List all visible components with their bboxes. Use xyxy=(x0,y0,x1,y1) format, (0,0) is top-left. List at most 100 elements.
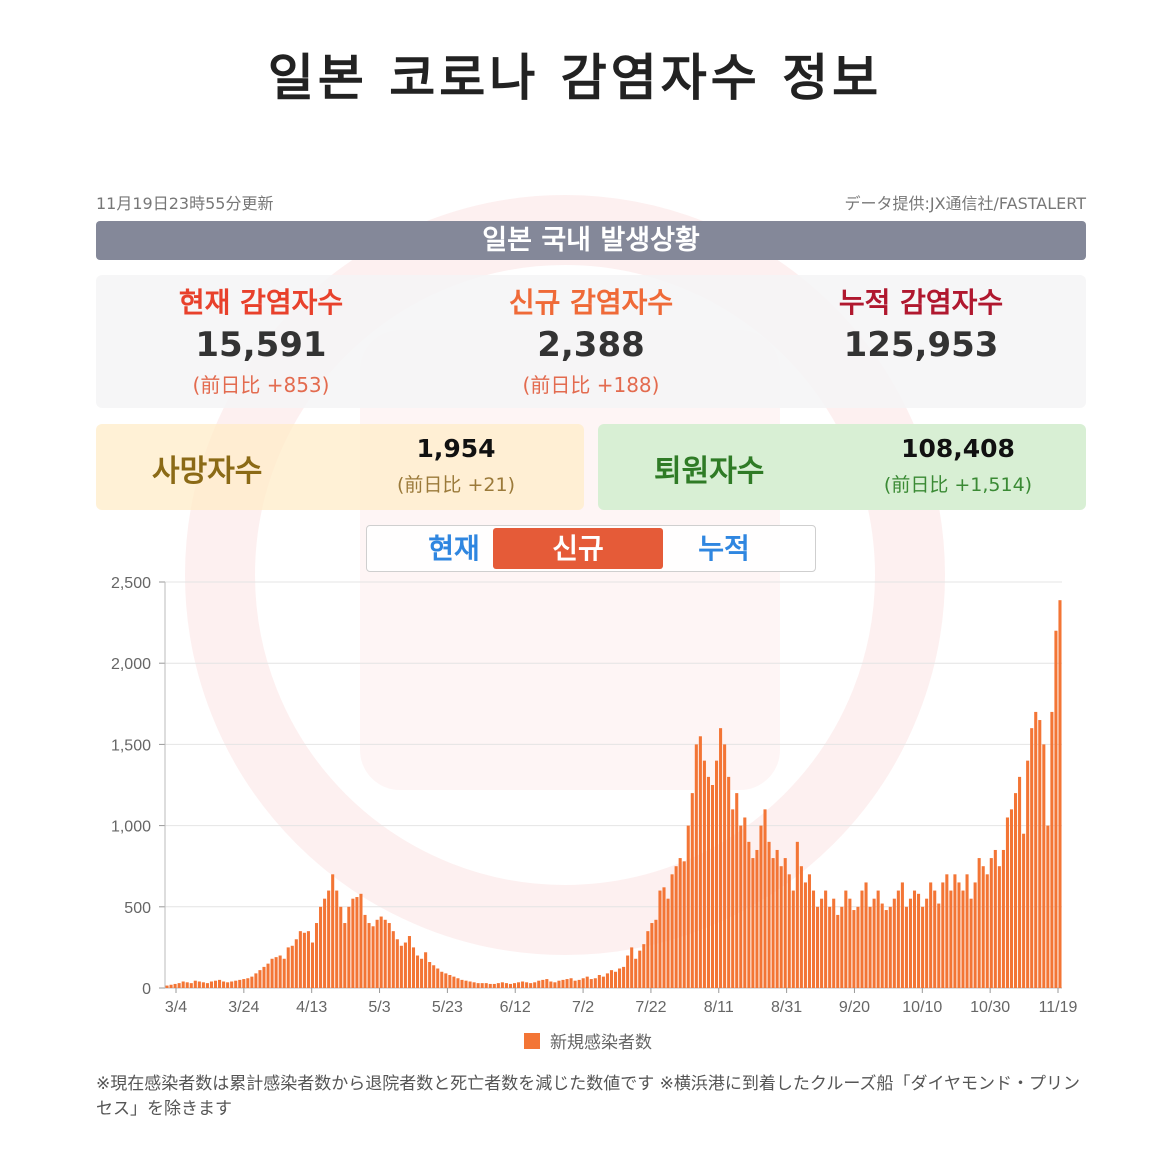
bar xyxy=(1054,630,1058,988)
x-tick-label: 11/19 xyxy=(1039,999,1078,1016)
section-title-bar: 일본 국내 발생상황 xyxy=(96,221,1086,260)
bar xyxy=(912,890,917,988)
bar xyxy=(1013,793,1018,988)
bar xyxy=(314,923,319,988)
bar xyxy=(698,736,702,988)
bar xyxy=(739,825,743,988)
bar xyxy=(820,898,824,988)
bar xyxy=(310,942,315,988)
stat-current-value: 15,591 xyxy=(195,325,327,365)
bar xyxy=(638,950,642,988)
x-tick-label: 3/4 xyxy=(165,999,187,1016)
bar xyxy=(836,914,840,988)
stat-current: 현재 감염자수 15,591 (前日比 +853) xyxy=(96,275,426,398)
bar xyxy=(347,906,351,988)
bar xyxy=(258,970,262,988)
bar xyxy=(403,942,407,988)
bar xyxy=(824,890,828,988)
bar xyxy=(880,903,884,988)
bar xyxy=(949,890,953,988)
bar xyxy=(440,971,444,988)
bar xyxy=(876,890,880,988)
bar xyxy=(464,980,468,988)
bar xyxy=(185,982,189,988)
bar xyxy=(1030,728,1034,988)
bar xyxy=(945,874,949,988)
bar xyxy=(884,910,888,988)
legend-label: 新規感染者数 xyxy=(550,1033,652,1053)
bar xyxy=(965,874,969,988)
bar xyxy=(213,980,218,988)
recovered-label: 퇴원자수 xyxy=(654,454,765,489)
bar xyxy=(933,890,937,988)
bar xyxy=(1038,720,1042,988)
bar xyxy=(670,874,674,988)
deaths-delta: (前日比 +21) xyxy=(397,474,515,496)
bar xyxy=(892,898,896,988)
x-tick-label: 6/12 xyxy=(500,999,531,1016)
bar xyxy=(270,958,274,988)
bar xyxy=(282,958,286,988)
bar xyxy=(702,760,706,988)
bar xyxy=(852,910,856,988)
bar xyxy=(690,793,694,988)
bar xyxy=(306,931,310,988)
bar xyxy=(294,939,298,988)
stat-new-value: 2,388 xyxy=(537,325,645,365)
bar xyxy=(415,955,420,988)
bar xyxy=(512,983,517,988)
stat-new-delta: (前日比 +188) xyxy=(522,373,660,397)
bar xyxy=(266,963,270,988)
bar xyxy=(278,955,282,988)
bar xyxy=(706,776,710,988)
bar xyxy=(925,898,929,988)
bar xyxy=(723,744,727,988)
bar xyxy=(807,874,812,988)
bar xyxy=(1018,776,1022,988)
bar xyxy=(226,982,230,988)
bar xyxy=(436,968,440,988)
bar xyxy=(799,866,803,988)
bar xyxy=(488,983,492,988)
bar xyxy=(860,890,864,988)
bar xyxy=(460,979,464,988)
bar xyxy=(727,776,731,988)
tab-cumulative[interactable]: 누적 xyxy=(698,532,750,565)
bar xyxy=(569,978,573,988)
y-tick-label: 0 xyxy=(142,981,151,998)
bar xyxy=(323,898,327,988)
bar xyxy=(169,984,173,988)
bar xyxy=(650,923,654,988)
bar xyxy=(666,898,670,988)
x-tick-label: 3/24 xyxy=(228,999,259,1016)
x-tick-label: 5/3 xyxy=(368,999,390,1016)
bar xyxy=(222,981,226,988)
bar xyxy=(545,979,549,988)
bar xyxy=(917,893,921,988)
bar xyxy=(387,923,391,988)
bar xyxy=(363,914,367,988)
bar xyxy=(993,849,997,988)
bar xyxy=(751,858,755,988)
bar xyxy=(626,955,630,988)
bar xyxy=(254,973,258,988)
bar xyxy=(888,906,892,988)
bar xyxy=(355,897,359,988)
bar xyxy=(803,882,807,988)
bar xyxy=(343,923,347,988)
bar xyxy=(521,981,525,988)
bar xyxy=(735,793,739,988)
bar xyxy=(553,982,557,988)
bar xyxy=(250,976,254,988)
bar xyxy=(618,968,622,988)
y-tick-label: 1,000 xyxy=(111,819,151,836)
bar xyxy=(561,979,565,988)
bar xyxy=(828,906,832,988)
legend-swatch xyxy=(524,1033,540,1049)
bar xyxy=(678,858,682,988)
bar xyxy=(165,985,169,988)
bar xyxy=(484,983,488,988)
tab-current[interactable]: 현재 xyxy=(428,532,480,565)
bar xyxy=(941,882,945,988)
tab-new[interactable]: 신규 xyxy=(493,528,663,569)
